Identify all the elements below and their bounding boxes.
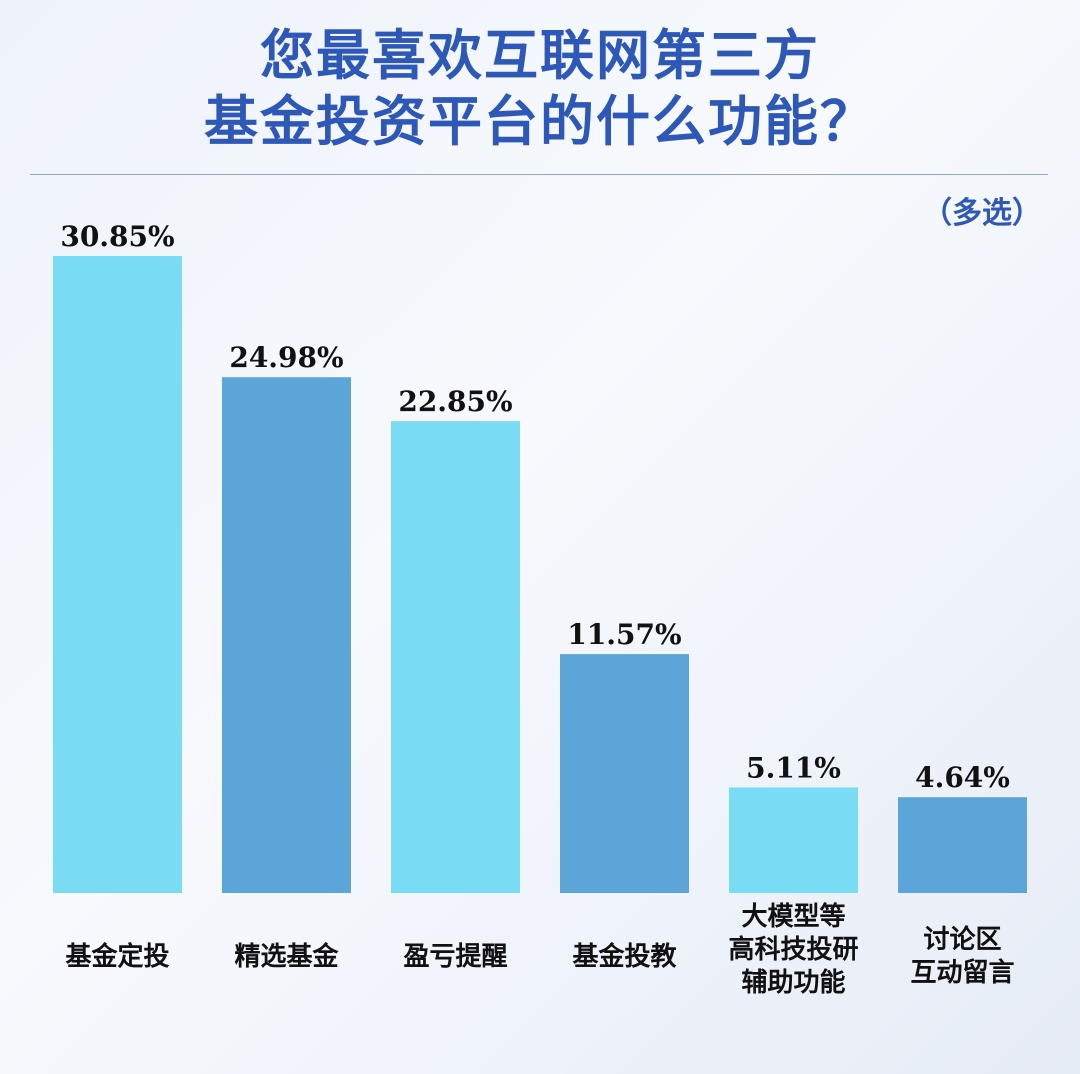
category-label-3-line-1: 盈亏提醒 [402, 942, 507, 972]
bar-2 [222, 377, 351, 893]
category-label-5-line-1: 大模型等 [741, 901, 845, 932]
bar-value-label-4: 11.57% [567, 618, 681, 651]
category-label-4-line-1: 基金投教 [572, 941, 676, 972]
title-line-2: 基金投资平台的什么功能？ [204, 89, 876, 153]
title-divider [30, 174, 1048, 175]
bar-value-label-2: 24.98% [229, 341, 343, 374]
bar-3 [391, 421, 520, 893]
bar-value-label-5: 5.11% [746, 751, 841, 784]
bar-value-label-6: 4.64% [915, 761, 1010, 794]
bar-value-label-1: 30.85% [60, 220, 174, 253]
bar-4 [560, 654, 689, 893]
category-label-6-line-1: 讨论区 [923, 925, 1001, 955]
category-label-5-line-2: 高科技投研 [728, 934, 858, 965]
title-line-1: 您最喜欢互联网第三方 [260, 23, 820, 87]
bar-value-label-3: 22.85% [398, 385, 512, 418]
category-label-2-line-1: 精选基金 [234, 941, 339, 972]
category-label-5-line-3: 辅助功能 [741, 967, 845, 998]
category-label-1-line-1: 基金定投 [65, 941, 169, 972]
bar-6 [898, 797, 1027, 893]
chart-title: 您最喜欢互联网第三方 基金投资平台的什么功能？ [0, 22, 1080, 154]
bar-5 [729, 787, 858, 893]
bar-1 [53, 256, 182, 893]
category-label-6-line-2: 互动留言 [910, 958, 1014, 988]
chart-subtitle: （多选） [922, 196, 1042, 231]
